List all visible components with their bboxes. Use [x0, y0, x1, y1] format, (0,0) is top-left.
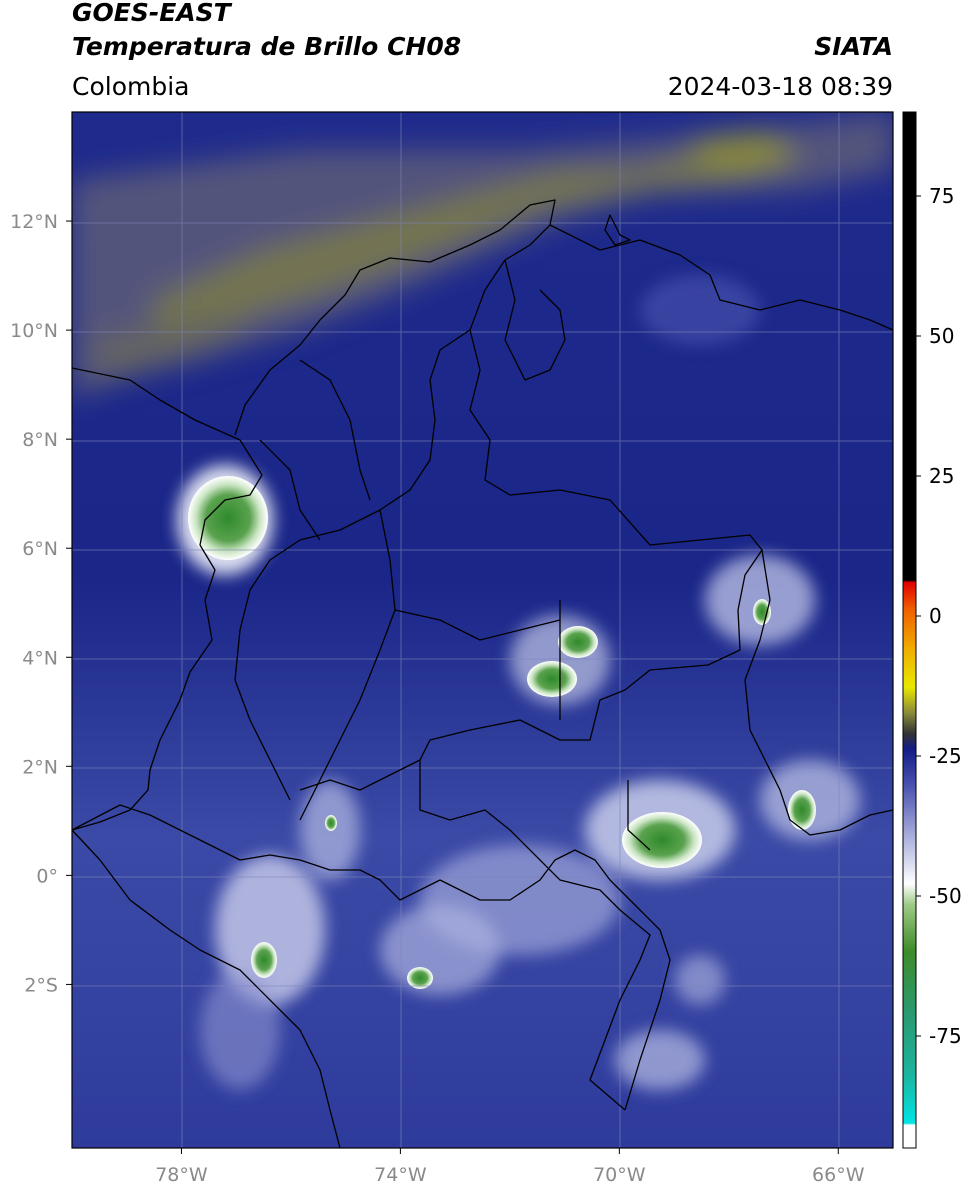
org-label: SIATA [814, 32, 893, 61]
venezuela-east-border [744, 549, 893, 836]
map-panel [72, 112, 893, 1148]
dept-line-9 [627, 780, 651, 851]
cell-amazonas [407, 967, 433, 989]
lat-tick-label: 10°N [10, 320, 58, 342]
cell-choco [188, 476, 268, 560]
lat-tick-label: 4°N [22, 647, 58, 669]
lake-maracaibo [504, 259, 566, 381]
lon-tick-label: 78°W [155, 1164, 208, 1186]
cell-vichada-north [558, 626, 598, 658]
dept-line-8 [259, 439, 321, 541]
product-subtitle: Temperatura de Brillo CH08 [72, 32, 462, 61]
cell-guainia [622, 812, 702, 868]
colorbar-tick-label: 25 [929, 464, 954, 488]
dry-air-band [72, 112, 893, 400]
cell-ecuador [251, 942, 277, 978]
lat-tick-label: 12°N [10, 211, 58, 233]
dept-line-4 [394, 609, 561, 641]
aruba-curacao [604, 214, 631, 246]
venezuela-brazil-border [419, 329, 763, 1111]
colorbar-tick-label: 0 [929, 604, 942, 628]
dept-line-1 [379, 329, 471, 511]
dept-line-2 [234, 509, 381, 801]
region-label: Colombia [72, 72, 190, 101]
pacific-coast [72, 367, 263, 831]
lat-tick-label: 6°N [22, 538, 58, 560]
map-frame [71, 111, 894, 1149]
colorbar-tick-label: 75 [929, 184, 954, 208]
cell-vichada-south [527, 661, 577, 697]
venezuela-coast [549, 224, 893, 331]
colorbar [903, 112, 916, 1148]
lon-tick-label: 70°W [593, 1164, 646, 1186]
country-borders [72, 199, 893, 1148]
longitude-ticks: 78°W 74°W 70°W 66°W [155, 1148, 865, 1186]
colorbar-tick-label: -75 [929, 1024, 962, 1048]
datetime-label: 2024-03-18 08:39 [667, 72, 893, 101]
caribbean-coast [234, 199, 556, 436]
dept-line-3 [299, 509, 396, 821]
south-border [72, 829, 341, 1148]
lat-tick-label: 0° [36, 865, 58, 887]
product-title: GOES-EAST [72, 0, 231, 27]
cell-east [788, 790, 816, 830]
lon-tick-label: 66°W [812, 1164, 865, 1186]
lat-tick-label: 8°N [22, 429, 58, 451]
lat-tick-label: 2°S [24, 974, 58, 996]
lon-tick-label: 74°W [374, 1164, 427, 1186]
convective-cells [188, 476, 816, 989]
peru-ecuador-border [72, 804, 671, 1111]
latitude-ticks: 12°N 10°N 8°N 6°N 4°N 2°N 0° 2°S [10, 211, 72, 996]
colorbar-frame [902, 111, 917, 1149]
lat-tick-label: 2°N [22, 756, 58, 778]
cell-venezuela [753, 599, 771, 625]
cell-putumayo [325, 815, 337, 831]
graticule [72, 112, 893, 1148]
colorbar-tick-label: 50 [929, 324, 954, 348]
dept-line-5 [299, 759, 421, 791]
dept-line-7 [299, 359, 371, 501]
colorbar-ticks: 75 50 25 0 -25 -50 -75 [916, 184, 962, 1048]
colorbar-tick-label: -25 [929, 744, 962, 768]
colorbar-tick-label: -50 [929, 884, 962, 908]
